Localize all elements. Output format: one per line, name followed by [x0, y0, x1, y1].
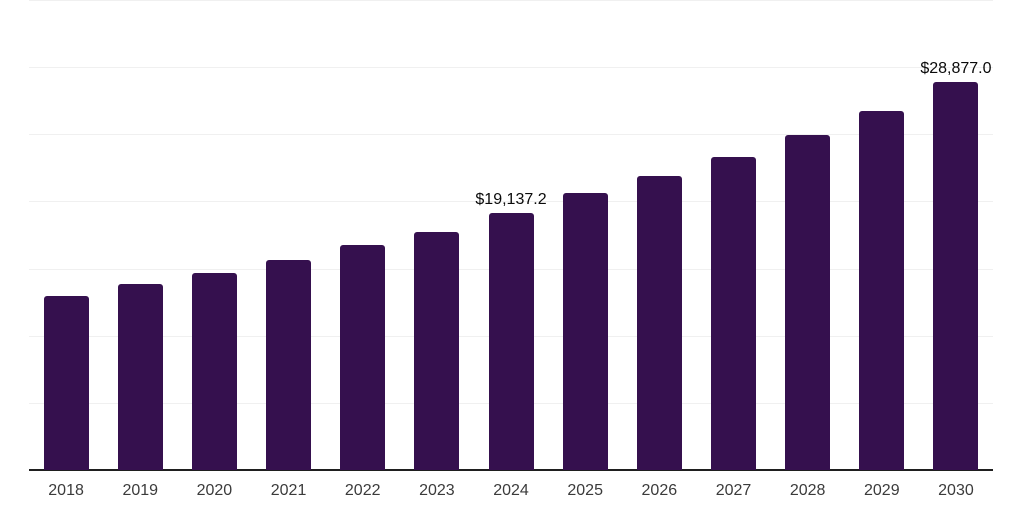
- bar-2029: [859, 111, 905, 470]
- x-tick-2024: 2024: [493, 482, 529, 499]
- x-tick-2019: 2019: [122, 482, 159, 499]
- bar-2020: [191, 273, 237, 470]
- bar-2026: [636, 175, 682, 470]
- x-axis-tick-labels: 2018 2019 2020 2021 2022 2023 2024 2025 2026 2027…: [29, 482, 993, 500]
- plot-area: $19,137.2 $28,877.0: [29, 0, 993, 471]
- x-axis-line: [29, 469, 993, 471]
- x-tick-2018: 2018: [48, 482, 84, 499]
- x-tick-2025: 2025: [567, 482, 603, 499]
- x-tick-2023: 2023: [419, 482, 455, 499]
- x-tick-2030: 2030: [938, 482, 974, 499]
- bar-2022: [340, 245, 386, 470]
- bar-2024: [488, 213, 534, 470]
- gridline-20000: [29, 201, 993, 203]
- bar-2027: [710, 156, 756, 470]
- x-tick-2027: 2027: [715, 482, 752, 499]
- bar-2023: [414, 232, 460, 470]
- bar-2021: [266, 259, 312, 470]
- gridline-30000: [29, 67, 993, 69]
- bar-2018: [43, 296, 89, 470]
- x-tick-2020: 2020: [196, 482, 233, 499]
- bar-2028: [785, 134, 831, 470]
- gridline-35000: [29, 0, 993, 1]
- x-tick-2028: 2028: [789, 482, 826, 499]
- gridline-25000: [29, 134, 993, 136]
- x-tick-2021: 2021: [270, 482, 307, 499]
- x-tick-2022: 2022: [344, 482, 381, 499]
- x-tick-2026: 2026: [641, 482, 678, 499]
- value-label-2030: $28,877.0: [920, 60, 992, 78]
- bar-2025: [562, 193, 608, 470]
- bar-2030: [933, 82, 979, 470]
- x-tick-2029: 2029: [864, 482, 900, 499]
- value-label-2024: $19,137.2: [475, 191, 547, 209]
- bar-2019: [117, 284, 163, 470]
